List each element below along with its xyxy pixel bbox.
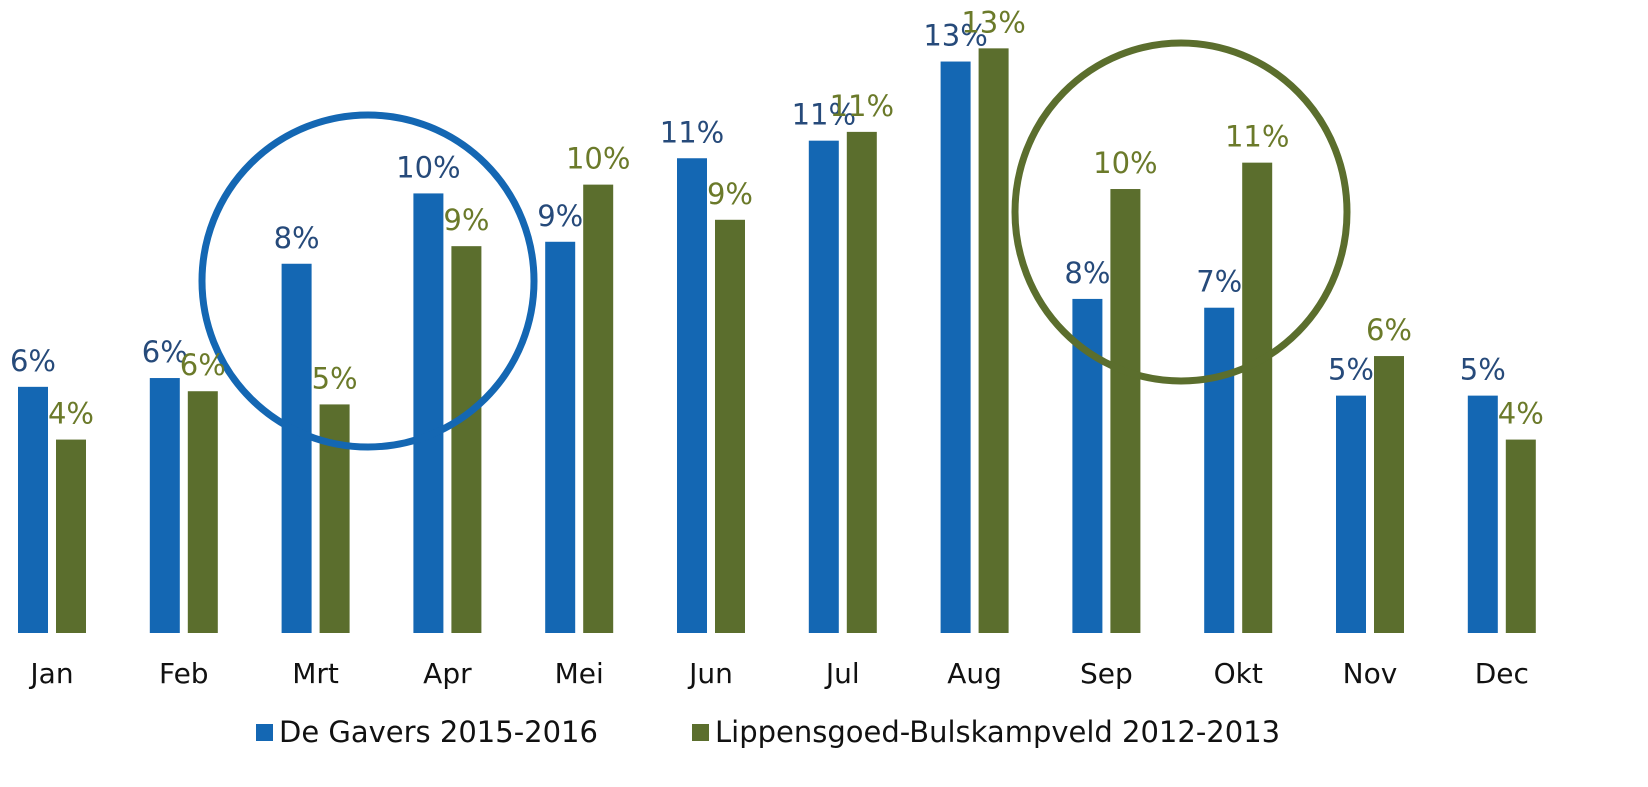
x-tick-label: Apr — [423, 657, 472, 690]
data-label: 9% — [443, 203, 489, 237]
data-label: 13% — [923, 19, 987, 53]
bar — [1204, 307, 1235, 633]
data-label: 10% — [396, 150, 460, 184]
data-label: 4% — [1498, 397, 1544, 431]
bar — [281, 263, 312, 633]
data-label: 6% — [142, 335, 188, 369]
data-label: 5% — [1460, 353, 1506, 387]
bar — [149, 378, 180, 633]
bar — [545, 241, 576, 634]
data-label: 11% — [660, 115, 724, 149]
data-label: 6% — [10, 344, 56, 378]
bar — [56, 439, 86, 633]
data-label: 10% — [1093, 146, 1157, 180]
bar — [940, 61, 971, 633]
data-label: 6% — [180, 348, 226, 382]
data-label: 11% — [792, 98, 856, 132]
bar — [187, 391, 218, 633]
bar — [1336, 395, 1366, 633]
x-tick-label: Dec — [1475, 657, 1529, 690]
bar — [1110, 189, 1141, 634]
bar — [1467, 395, 1498, 633]
bar — [846, 131, 877, 633]
data-label: 4% — [48, 397, 94, 431]
data-label: 11% — [1225, 120, 1289, 154]
bar — [583, 184, 614, 633]
x-tick-label: Jan — [28, 657, 73, 690]
x-tick-label: Okt — [1214, 657, 1263, 690]
x-tick-label: Sep — [1080, 657, 1133, 690]
bar — [1242, 162, 1273, 634]
bar — [1374, 356, 1404, 633]
highlight-circle — [1011, 39, 1351, 385]
data-label: 9% — [537, 199, 583, 233]
data-label: 13% — [961, 5, 1025, 39]
highlight-circle — [198, 111, 538, 451]
data-label: 8% — [1064, 256, 1110, 290]
data-label: 7% — [1196, 265, 1242, 299]
legend-label: Lippensgoed-Bulskampveld 2012-2013 — [715, 715, 1280, 749]
legend-label: De Gavers 2015-2016 — [279, 715, 598, 749]
data-label: 6% — [1366, 313, 1412, 347]
x-tick-label: Feb — [159, 657, 209, 690]
x-tick-label: Nov — [1343, 657, 1398, 690]
bar — [18, 386, 48, 633]
data-label: 5% — [312, 361, 358, 395]
data-label: 10% — [566, 142, 630, 176]
bar — [1505, 439, 1536, 633]
x-tick-label: Mrt — [292, 657, 339, 690]
legend-swatch — [692, 724, 709, 741]
bar — [677, 158, 707, 633]
data-label: 11% — [830, 89, 894, 123]
x-tick-label: Jul — [824, 657, 860, 690]
data-label: 5% — [1328, 353, 1374, 387]
x-tick-label: Aug — [947, 657, 1002, 690]
bar — [715, 219, 745, 633]
bar — [413, 193, 444, 633]
x-tick-label: Jun — [687, 657, 733, 690]
legend-swatch — [256, 724, 273, 741]
bar — [978, 48, 1009, 633]
data-label: 9% — [707, 177, 753, 211]
bar — [808, 140, 839, 633]
bar — [451, 246, 482, 633]
x-tick-label: Mei — [555, 657, 604, 690]
data-label: 8% — [274, 221, 320, 255]
